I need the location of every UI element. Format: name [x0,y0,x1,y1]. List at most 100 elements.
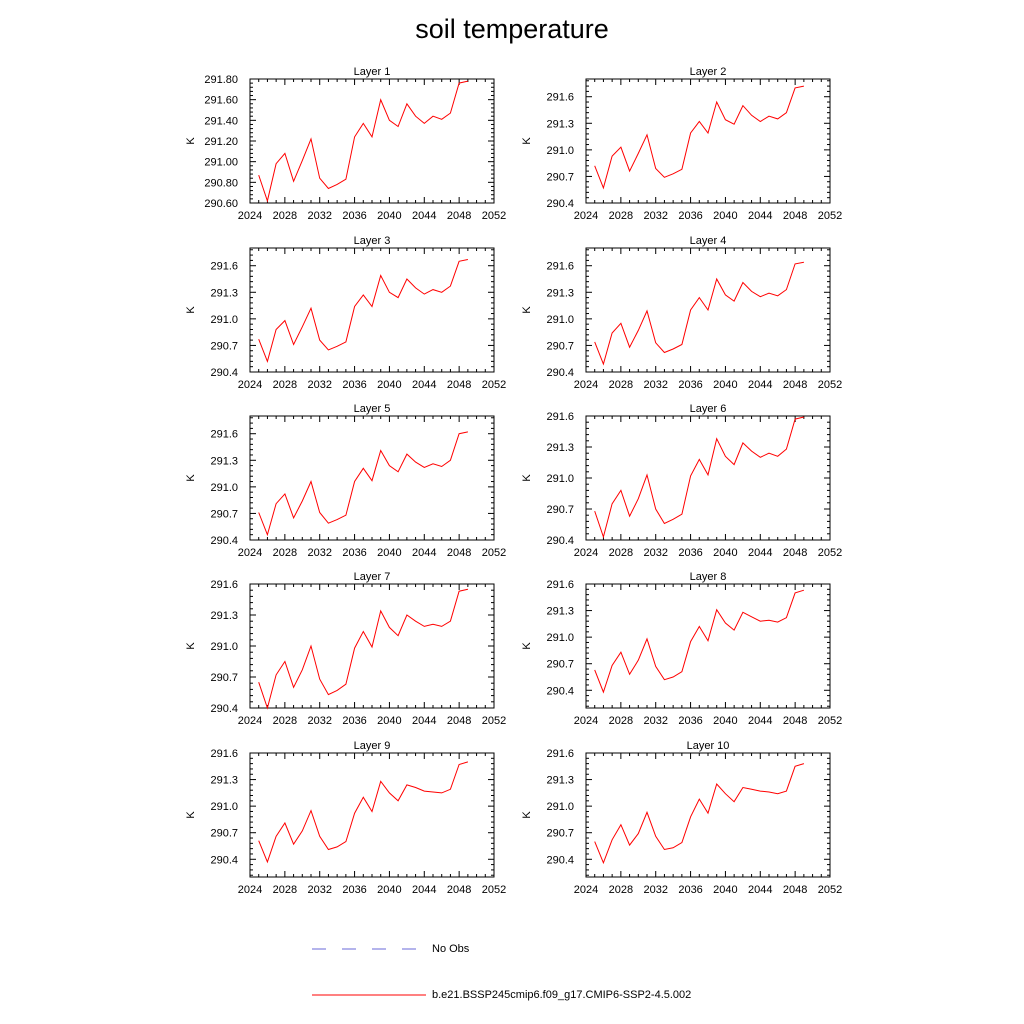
x-tick-label: 2028 [273,884,297,896]
panel-title: Layer 9 [354,740,391,752]
y-tick-label: 290.4 [546,685,574,697]
panel-title: Layer 6 [690,403,727,415]
x-tick-label: 2028 [609,715,633,727]
x-tick-label: 2032 [643,547,667,559]
x-tick-label: 2052 [818,715,842,727]
panel-title: Layer 1 [354,66,391,78]
y-axis-label: K [521,137,533,145]
y-tick-label: 291.6 [546,92,574,104]
x-tick-label: 2024 [238,884,262,896]
x-tick-label: 2024 [238,210,262,222]
x-tick-label: 2032 [307,379,331,391]
y-tick-label: 290.4 [546,367,574,379]
x-tick-label: 2044 [748,547,772,559]
series-line [258,588,469,710]
x-tick-label: 2036 [678,547,702,559]
y-tick-label: 291.3 [546,287,574,299]
y-tick-label: 291.60 [204,95,238,107]
y-tick-label: 291.3 [546,442,574,454]
x-tick-label: 2040 [713,547,737,559]
panel-title: Layer 2 [690,66,727,78]
panel-title: Layer 3 [354,235,391,247]
y-tick-label: 291.3 [546,606,574,618]
panel-title: Layer 5 [354,403,391,415]
legend-label-obs: No Obs [432,943,470,955]
y-tick-label: 291.6 [210,579,238,591]
series-line [258,80,469,203]
y-tick-label: 291.6 [210,429,238,441]
y-tick-label: 290.4 [546,535,574,547]
legend-label-model: b.e21.BSSP245cmip6.f09_g17.CMIP6-SSP2-4.… [432,989,692,1001]
y-tick-label: 291.00 [204,157,238,169]
panel-4: Layer 4 K 2024 2028 2032 2036 2040 2044 2048 2052… [521,235,842,391]
x-tick-label: 2024 [574,715,598,727]
y-tick-label: 290.7 [546,340,574,352]
y-tick-label: 290.80 [204,177,238,189]
y-tick-label: 291.0 [546,473,574,485]
y-tick-label: 291.6 [546,748,574,760]
y-tick-label: 291.6 [210,748,238,760]
y-tick-label: 290.7 [210,672,238,684]
panel-2: Layer 2 K 2024 2028 2032 2036 2040 2044 2048 2052… [521,66,842,222]
panel-title: Layer 8 [690,571,727,583]
x-tick-label: 2052 [482,210,506,222]
x-tick-label: 2040 [713,379,737,391]
y-tick-label: 291.0 [546,801,574,813]
y-tick-label: 291.0 [210,482,238,494]
y-tick-label: 291.0 [546,632,574,644]
x-tick-label: 2036 [342,547,366,559]
y-tick-label: 290.7 [546,171,574,183]
y-tick-label: 290.4 [210,703,238,715]
x-tick-label: 2036 [678,715,702,727]
x-tick-label: 2044 [412,379,436,391]
x-tick-label: 2048 [783,884,807,896]
y-tick-label: 291.6 [546,411,574,423]
x-tick-label: 2044 [748,379,772,391]
x-tick-label: 2028 [609,884,633,896]
panel-title: Layer 4 [690,235,727,247]
y-tick-label: 291.3 [210,775,238,787]
y-tick-label: 290.4 [210,367,238,379]
x-tick-label: 2028 [609,379,633,391]
panel-7: Layer 7 K 2024 2028 2032 2036 2040 2044 2048 2052… [185,571,506,727]
x-tick-label: 2028 [273,210,297,222]
x-tick-label: 2040 [377,547,401,559]
series-line [594,763,805,865]
y-tick-label: 291.0 [210,801,238,813]
x-tick-label: 2044 [748,884,772,896]
panel-5: Layer 5 K 2024 2028 2032 2036 2040 2044 2048 2052… [185,403,506,559]
x-tick-label: 2052 [818,547,842,559]
y-tick-label: 290.7 [546,504,574,516]
x-tick-label: 2040 [713,210,737,222]
x-tick-label: 2048 [447,547,471,559]
y-axis-label: K [521,642,533,650]
y-tick-label: 290.4 [546,854,574,866]
panel-3: Layer 3 K 2024 2028 2032 2036 2040 2044 2048 2052… [185,235,506,391]
x-tick-label: 2028 [609,547,633,559]
y-axis-label: K [521,306,533,314]
x-tick-label: 2044 [412,547,436,559]
y-tick-label: 290.7 [546,828,574,840]
panel-8: Layer 8 K 2024 2028 2032 2036 2040 2044 2048 2052… [521,571,842,727]
x-tick-label: 2032 [307,547,331,559]
x-tick-label: 2040 [377,884,401,896]
x-tick-label: 2040 [377,210,401,222]
x-tick-label: 2036 [678,210,702,222]
x-tick-label: 2028 [609,210,633,222]
x-tick-label: 2052 [818,210,842,222]
x-tick-label: 2048 [447,884,471,896]
series-line [594,85,805,190]
y-tick-label: 291.20 [204,136,238,148]
x-tick-label: 2044 [412,715,436,727]
x-tick-label: 2028 [273,379,297,391]
x-tick-label: 2048 [447,210,471,222]
series-line [594,589,805,694]
y-axis-label: K [521,811,533,819]
series-line [594,416,805,539]
y-tick-label: 291.0 [546,145,574,157]
x-tick-label: 2032 [643,379,667,391]
x-tick-label: 2048 [783,547,807,559]
x-tick-label: 2032 [307,715,331,727]
y-tick-label: 290.4 [210,535,238,547]
